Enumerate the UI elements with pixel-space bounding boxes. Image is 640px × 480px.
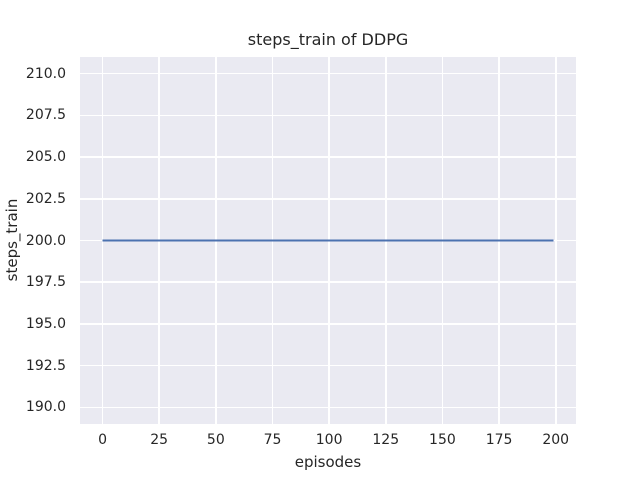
y-tick-label: 207.5 <box>25 107 66 124</box>
y-gridline <box>80 323 576 325</box>
y-gridline <box>80 114 576 117</box>
y-gridline <box>80 156 576 158</box>
x-tick-label: 100 <box>315 432 343 448</box>
x-tick-label: 125 <box>372 432 400 448</box>
y-tick-label: 192.5 <box>25 357 66 374</box>
x-tick-label: 150 <box>429 432 456 448</box>
y-gridline <box>80 197 576 200</box>
plot-area <box>80 57 576 424</box>
x-tick-label: 25 <box>150 432 169 448</box>
y-gridline <box>80 281 576 283</box>
x-tick-label: 200 <box>542 432 570 448</box>
x-axis-label: episodes <box>294 453 362 471</box>
y-gridline <box>80 72 576 75</box>
y-gridline <box>80 406 576 409</box>
x-tick-label: 175 <box>485 432 513 448</box>
y-tick-label: 197.5 <box>25 274 66 291</box>
y-tick-label: 205.0 <box>25 149 66 166</box>
x-tick-label: 0 <box>98 432 107 448</box>
chart-title: steps_train of DDPG <box>247 30 409 49</box>
y-axis-label: steps_train <box>3 198 21 282</box>
x-tick-label: 50 <box>206 432 225 448</box>
y-tick-label: 202.5 <box>25 190 66 207</box>
y-tick-label: 190.0 <box>25 399 66 416</box>
line-plot-svg <box>102 239 554 242</box>
y-tick-label: 210.0 <box>25 65 66 82</box>
y-gridline <box>80 364 576 367</box>
y-tick-label: 195.0 <box>25 315 66 332</box>
y-tick-label: 200.0 <box>25 232 66 249</box>
x-tick-label: 75 <box>263 432 282 448</box>
